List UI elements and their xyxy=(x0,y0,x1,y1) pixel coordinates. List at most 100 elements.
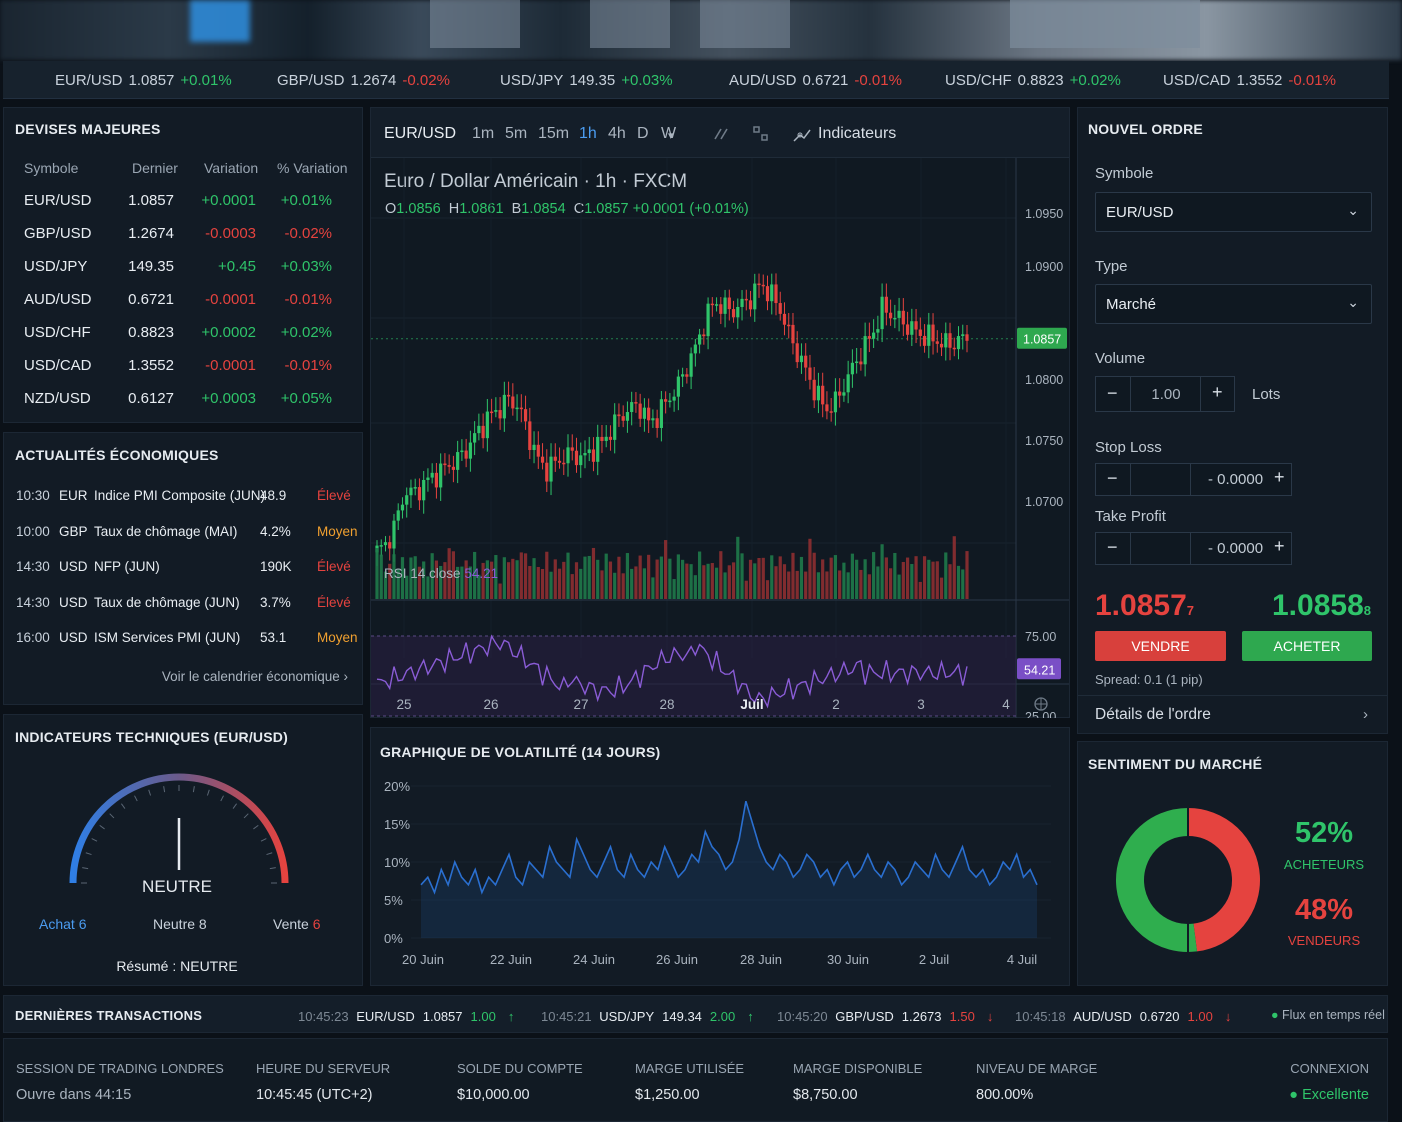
interval-D[interactable]: D xyxy=(637,125,649,142)
row-pct: -0.01% xyxy=(284,291,332,308)
volume-label: Volume xyxy=(1095,350,1146,367)
candlestick-chart[interactable]: 1.0950 1.0900 1.0800 1.0750 1.0700 1.0857 75.0… xyxy=(371,158,1069,718)
trade-item[interactable]: 10:45:18 AUD/USD 0.6720 1.00 ↓ xyxy=(1015,1009,1231,1024)
chart-title: Euro / Dollar Américain · 1h · FXCM xyxy=(384,171,688,192)
majors-row[interactable]: EUR/USD 1.0857 +0.0001 +0.01% xyxy=(4,192,362,225)
candle-body xyxy=(591,449,596,462)
candle-body xyxy=(579,455,583,466)
interval-4h[interactable]: 4h xyxy=(608,125,626,142)
indicators-icon[interactable] xyxy=(792,125,812,145)
chart-symbol-selector[interactable]: EUR/USD xyxy=(384,125,457,142)
majors-row[interactable]: USD/JPY 149.35 +0.45 +0.03% xyxy=(4,258,362,291)
buy-count: Achat 6 xyxy=(39,916,87,932)
volume-bar xyxy=(647,554,651,599)
technicals-title: INDICATEURS TECHNIQUES (EUR/USD) xyxy=(15,729,288,745)
majors-row[interactable]: USD/CAD 1.3552 -0.0001 -0.01% xyxy=(4,357,362,390)
interval-5m[interactable]: 5m xyxy=(505,125,528,142)
trade-item[interactable]: 10:45:20 GBP/USD 1.2673 1.50 ↓ xyxy=(777,1009,993,1024)
majors-row[interactable]: GBP/USD 1.2674 -0.0003 -0.02% xyxy=(4,225,362,258)
news-currency: EUR xyxy=(59,488,88,503)
trade-qty: 1.00 xyxy=(470,1009,496,1024)
candle-body xyxy=(710,303,714,306)
ticker-item[interactable]: EUR/USD 1.0857 +0.01% xyxy=(55,72,232,89)
volume-bar xyxy=(574,562,579,599)
volume-unit: Lots xyxy=(1252,386,1281,403)
volume-bar xyxy=(952,536,956,599)
majors-row[interactable]: USD/CHF 0.8823 +0.0002 +0.02% xyxy=(4,324,362,357)
volume-bar xyxy=(765,580,770,599)
row-change: -0.0003 xyxy=(205,225,256,242)
connection-label: CONNEXION xyxy=(1290,1061,1369,1076)
interval-1h[interactable]: 1h xyxy=(579,125,597,142)
candle-body xyxy=(791,324,795,344)
news-row[interactable]: 14:30 USD NFP (JUN) 190K Élevé xyxy=(4,559,362,579)
row-last: 149.35 xyxy=(128,258,174,275)
status-label: HEURE DU SERVEUR xyxy=(256,1061,391,1076)
type-select[interactable]: Marché ⌄ xyxy=(1095,284,1372,324)
take-profit-increment-button[interactable]: + xyxy=(1274,536,1285,556)
template-icon[interactable] xyxy=(752,125,770,143)
volume-bar xyxy=(426,576,430,599)
interval-15m[interactable]: 15m xyxy=(538,125,570,142)
candle-body xyxy=(473,433,477,443)
stop-loss-increment-button[interactable]: + xyxy=(1274,467,1285,487)
volume-decrement-button[interactable]: − xyxy=(1107,383,1118,403)
candle-body xyxy=(761,284,765,287)
candle-body xyxy=(965,334,969,341)
majors-row[interactable]: NZD/USD 0.6127 +0.0003 +0.05% xyxy=(4,390,362,423)
candle-body xyxy=(468,442,472,459)
row-pct: -0.02% xyxy=(284,225,332,242)
volume-increment-button[interactable]: + xyxy=(1212,382,1223,402)
news-row[interactable]: 14:30 USD Taux de chômage (JUN) 3.7% Élevé xyxy=(4,595,362,615)
trade-item[interactable]: 10:45:21 USD/JPY 149.34 2.00 ↑ xyxy=(541,1009,754,1024)
volume-bar xyxy=(782,564,787,599)
volume-bar xyxy=(383,571,388,599)
volume-bar xyxy=(506,562,511,599)
news-row[interactable]: 10:30 EUR Indice PMI Composite (JUN) 48.9 Él… xyxy=(4,488,362,508)
symbol-select[interactable]: EUR/USD ⌄ xyxy=(1095,192,1372,232)
economic-calendar-link[interactable]: Voir le calendrier économique › xyxy=(161,669,348,684)
news-row[interactable]: 16:00 USD ISM Services PMI (JUN) 53.1 Moyen xyxy=(4,630,362,650)
ticker-item[interactable]: USD/JPY 149.35 +0.03% xyxy=(500,72,673,89)
news-currency: USD xyxy=(59,559,88,575)
volume-bars xyxy=(375,536,969,599)
order-details-link[interactable]: Détails de l'ordre xyxy=(1095,706,1211,723)
ticker-item[interactable]: GBP/USD 1.2674 -0.02% xyxy=(277,72,450,89)
volume-bar xyxy=(697,551,702,599)
take-profit-stepper: − - 0.0000 + xyxy=(1095,532,1292,565)
sell-button[interactable]: VENDRE xyxy=(1095,631,1226,661)
live-feed-indicator: ● Flux en temps réel xyxy=(1271,1008,1385,1022)
chevron-right-icon[interactable]: › xyxy=(1363,706,1368,723)
volume-bar xyxy=(731,562,736,599)
stop-loss-input[interactable]: - 0.0000 xyxy=(1208,471,1264,488)
trade-item[interactable]: 10:45:23 EUR/USD 1.0857 1.00 ↑ xyxy=(298,1009,514,1024)
news-row[interactable]: 10:00 GBP Taux de chômage (MAI) 4.2% Moyen xyxy=(4,524,362,544)
buy-button[interactable]: ACHETER xyxy=(1242,631,1372,661)
volume-bar xyxy=(931,561,935,599)
rsi-axis-label: 75.00 xyxy=(1025,630,1056,644)
ticker-item[interactable]: USD/CHF 0.8823 +0.02% xyxy=(945,72,1121,89)
candle-body xyxy=(719,304,723,314)
interval-1m[interactable]: 1m xyxy=(472,125,495,142)
take-profit-input[interactable]: - 0.0000 xyxy=(1208,540,1264,557)
take-profit-decrement-button[interactable]: − xyxy=(1107,537,1118,557)
ticker-change: -0.01% xyxy=(1288,72,1336,89)
news-value: 4.2% xyxy=(260,523,291,539)
volume-bar xyxy=(901,562,905,599)
interval-W[interactable]: W xyxy=(661,125,677,142)
indicators-button[interactable]: Indicateurs xyxy=(818,125,897,142)
ticker-change: +0.02% xyxy=(1069,72,1121,89)
compare-icon[interactable] xyxy=(713,125,731,143)
volume-bar xyxy=(494,555,498,599)
majors-row[interactable]: AUD/USD 0.6721 -0.0001 -0.01% xyxy=(4,291,362,324)
candle-body xyxy=(485,411,489,439)
volume-bar xyxy=(935,561,939,599)
candle-body xyxy=(748,300,753,310)
volume-input[interactable]: 1.00 xyxy=(1151,386,1181,403)
candle-body xyxy=(664,399,668,402)
volume-bar xyxy=(872,552,876,599)
stop-loss-decrement-button[interactable]: − xyxy=(1107,468,1118,488)
ticker-item[interactable]: USD/CAD 1.3552 -0.01% xyxy=(1163,72,1336,89)
chevron-down-icon[interactable]: ▾ xyxy=(668,130,674,142)
ticker-item[interactable]: AUD/USD 0.6721 -0.01% xyxy=(729,72,902,89)
